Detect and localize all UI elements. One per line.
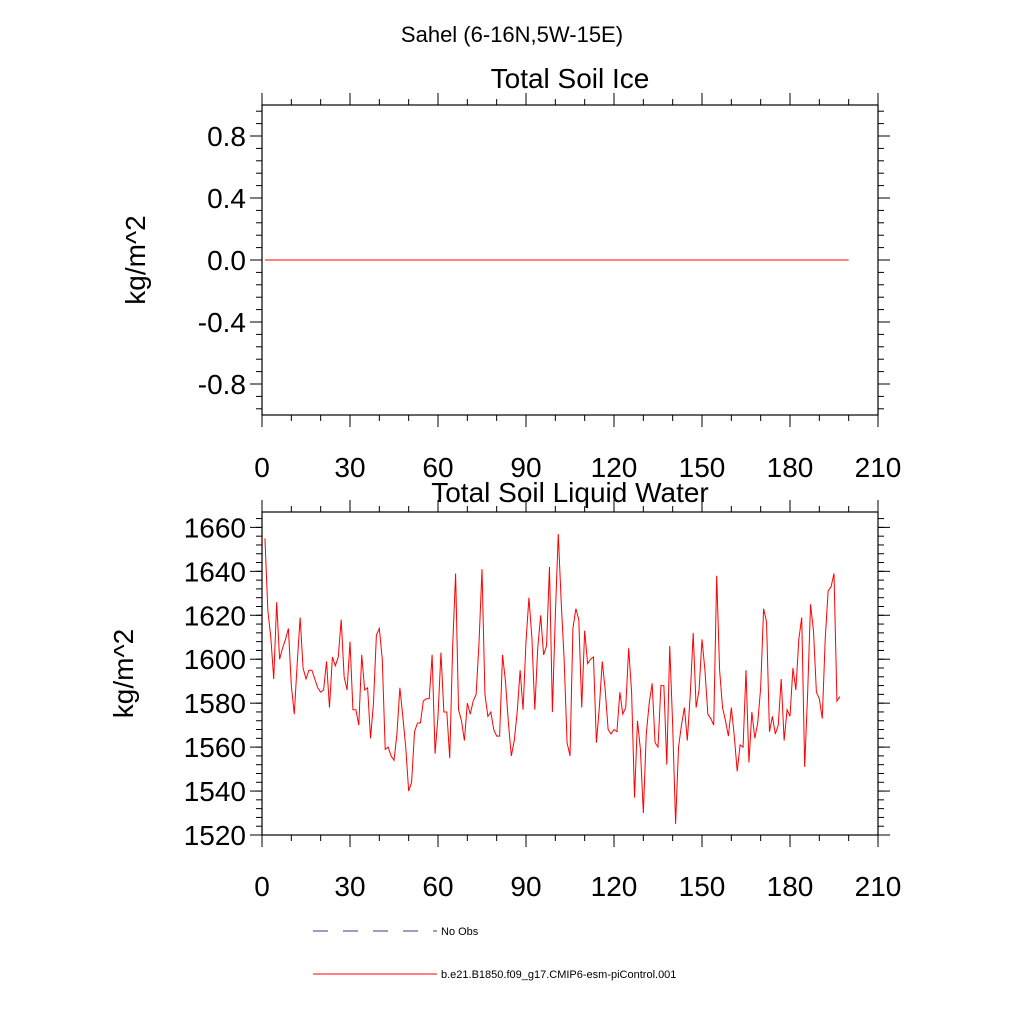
chart-title: Total Soil Ice (491, 63, 650, 94)
x-tick-label: 60 (422, 871, 453, 902)
y-tick-label: 1560 (184, 732, 246, 763)
x-tick-label: 120 (591, 452, 638, 483)
y-tick-label: 0.0 (207, 245, 246, 276)
y-tick-label: 1580 (184, 688, 246, 719)
y-tick-label: 1640 (184, 556, 246, 587)
x-tick-label: 150 (679, 452, 726, 483)
y-tick-label: -0.8 (198, 369, 246, 400)
y-axis-label: kg/m^2 (108, 629, 139, 718)
x-tick-label: 0 (254, 452, 270, 483)
x-tick-label: 150 (679, 871, 726, 902)
plot-frame (261, 511, 879, 836)
x-tick-label: 90 (510, 871, 541, 902)
x-tick-label: 90 (510, 452, 541, 483)
x-tick-label: 210 (855, 871, 902, 902)
y-tick-label: 1520 (184, 820, 246, 851)
y-tick-label: -0.4 (198, 307, 246, 338)
x-tick-label: 0 (254, 871, 270, 902)
panel-total-soil-ice: Total Soil Ice kg/m^2 0 30 60 90 120 150 180 210 -… (120, 63, 901, 483)
panel-total-soil-liquid-water: Total Soil Liquid Water kg/m^2 0 30 60 90 120 1… (108, 477, 901, 902)
legend: No Obs b.e21.B1850.f09_g17.CMIP6-esm-piC… (313, 926, 676, 981)
y-tick-label: 1600 (184, 644, 246, 675)
x-tick-label: 180 (767, 452, 814, 483)
suptitle: Sahel (6-16N,5W-15E) (401, 22, 623, 47)
legend-label-model: b.e21.B1850.f09_g17.CMIP6-esm-piControl.… (441, 969, 676, 981)
x-tick-label: 120 (591, 871, 638, 902)
y-tick-label: 1540 (184, 776, 246, 807)
x-tick-label: 30 (334, 871, 365, 902)
series-line (264, 533, 841, 825)
plot-frame (261, 104, 879, 416)
x-tick-label: 210 (855, 452, 902, 483)
x-tick-label: 60 (422, 452, 453, 483)
y-axis-label: kg/m^2 (120, 215, 151, 304)
legend-label-no-obs: No Obs (441, 926, 479, 938)
chart-title: Total Soil Liquid Water (431, 477, 709, 508)
y-tick-label: 1660 (184, 512, 246, 543)
x-tick-label: 30 (334, 452, 365, 483)
y-tick-label: 0.4 (207, 183, 246, 214)
y-tick-label: 1620 (184, 600, 246, 631)
x-tick-label: 180 (767, 871, 814, 902)
y-tick-label: 0.8 (207, 121, 246, 152)
